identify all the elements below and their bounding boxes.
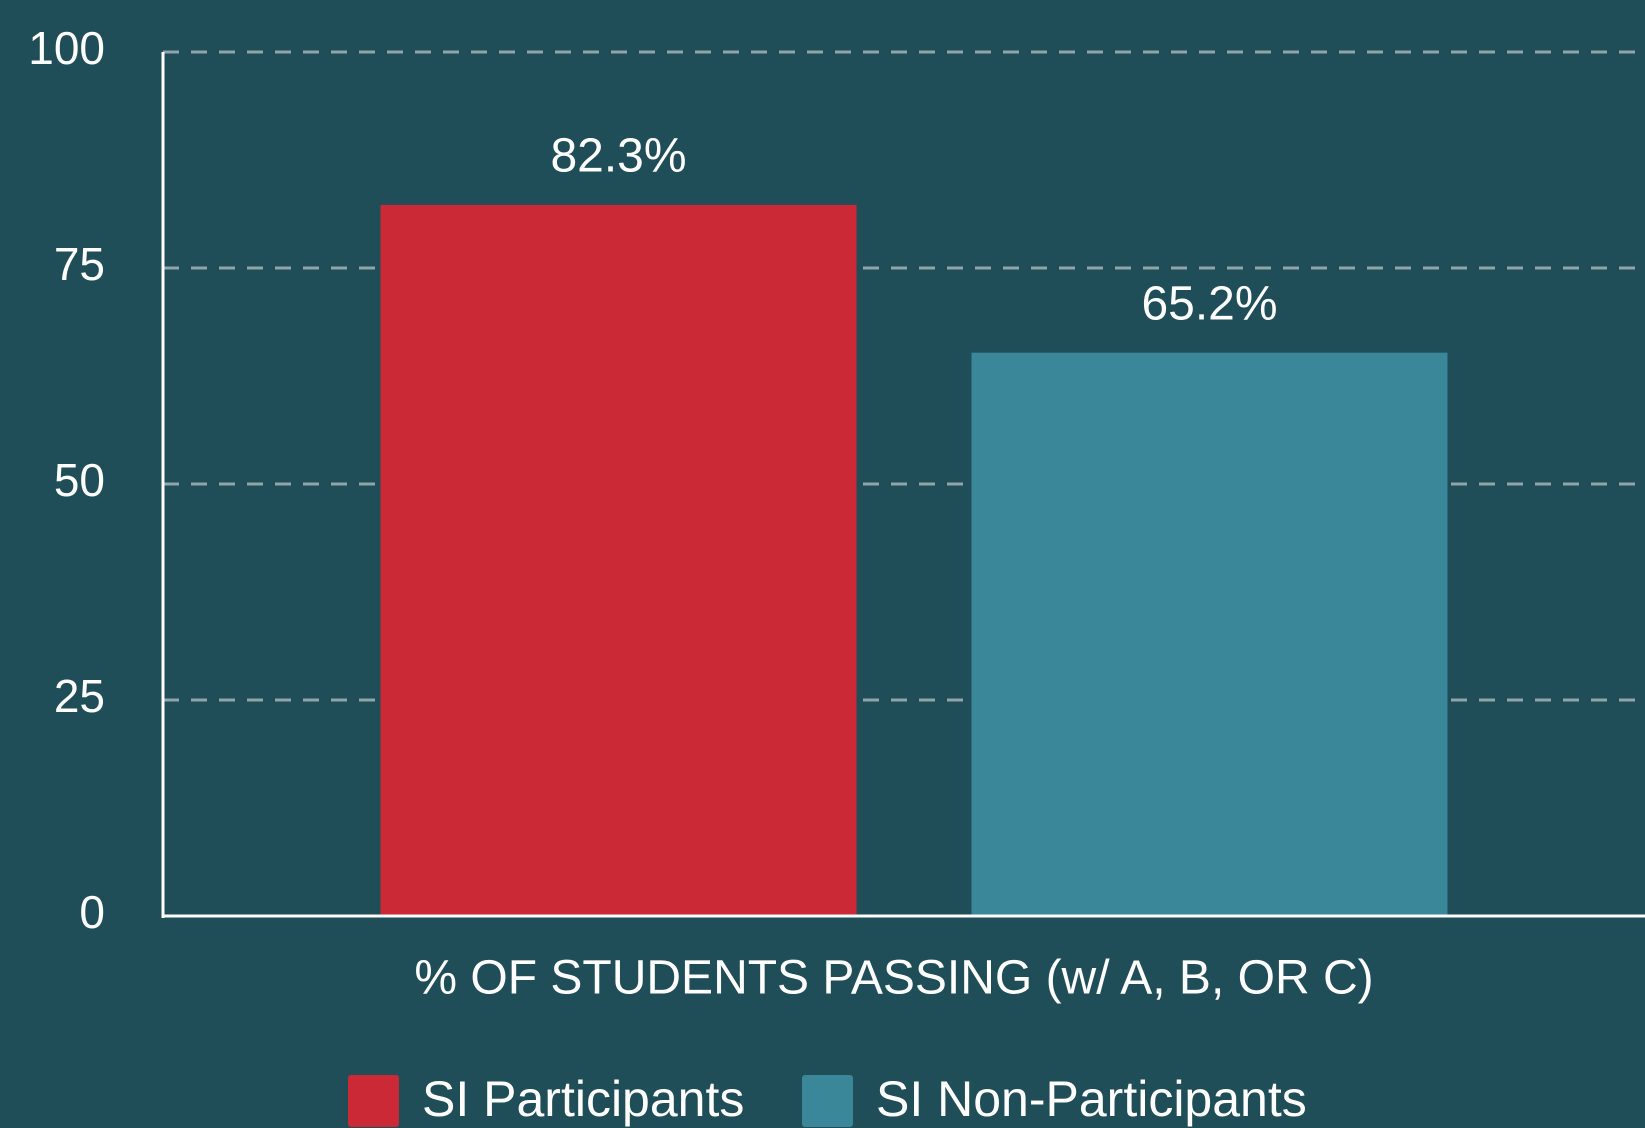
- legend-label: SI Non-Participants: [876, 1071, 1307, 1127]
- value-label: 65.2%: [1141, 277, 1277, 330]
- y-tick-label: 25: [54, 670, 105, 722]
- bar: [380, 204, 857, 917]
- legend-label: SI Participants: [422, 1071, 744, 1127]
- x-tick-label: % OF STUDENTS PASSING (w/ A, B, OR C): [414, 952, 1373, 1005]
- y-tick-label: 0: [79, 886, 105, 938]
- bar: [971, 352, 1448, 916]
- y-tick-label: 75: [54, 238, 105, 290]
- y-tick-label: 100: [28, 22, 105, 74]
- value-label: 82.3%: [550, 130, 686, 183]
- y-tick-label: 50: [54, 454, 105, 506]
- legend-swatch: [802, 1075, 853, 1127]
- legend-swatch: [348, 1075, 399, 1127]
